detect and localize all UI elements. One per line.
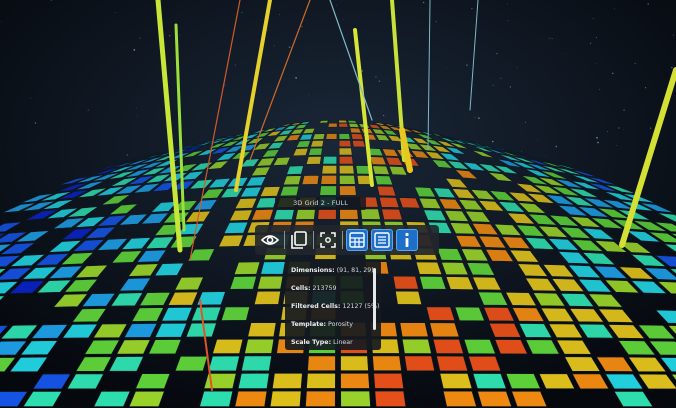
list-button[interactable] xyxy=(371,229,393,251)
well-path xyxy=(155,0,183,253)
duplicate-button[interactable] xyxy=(288,229,310,251)
toolbar-separator xyxy=(284,231,285,249)
dimensions-label: Dimensions: xyxy=(291,267,335,274)
grid-properties-button[interactable] xyxy=(346,229,368,251)
well-path xyxy=(234,0,272,192)
filtered-cells-row: Filtered Cells: 12127 (5%) xyxy=(291,302,379,320)
template-value: Porosity xyxy=(328,321,353,328)
filtered-cells-label: Filtered Cells: xyxy=(291,303,341,310)
grid-properties-icon xyxy=(349,232,365,248)
toolbar-separator xyxy=(313,231,314,249)
filtered-cells-value: 12127 (5%) xyxy=(342,303,380,310)
template-label: Template: xyxy=(291,321,327,328)
focus-button[interactable] xyxy=(317,229,339,251)
visibility-toggle-button[interactable] xyxy=(259,229,281,251)
well-path xyxy=(427,0,431,151)
dimensions-value: (91, 81, 29) xyxy=(336,267,374,274)
grid-cells xyxy=(0,119,676,407)
well-path xyxy=(619,67,676,248)
scale-type-label: Scale Type: xyxy=(291,339,332,346)
scale-type-row: Scale Type: Linear xyxy=(291,338,367,350)
template-row: Template: Porosity xyxy=(291,320,367,338)
well-trajectories xyxy=(155,0,676,391)
eye-icon xyxy=(261,235,279,245)
well-path xyxy=(469,0,479,111)
cells-row: Cells: 213759 xyxy=(291,284,367,302)
info-button[interactable] xyxy=(396,229,418,251)
well-path xyxy=(353,28,374,187)
list-icon xyxy=(374,232,390,248)
dimensions-row: Dimensions: (91, 81, 29) xyxy=(291,266,374,284)
well-path xyxy=(399,127,413,173)
copy-icon xyxy=(291,231,307,249)
grid-toolbar xyxy=(255,225,439,255)
focus-icon xyxy=(320,232,336,248)
well-path xyxy=(189,0,241,261)
grid-name-label: 3D Grid 2 - FULL xyxy=(275,197,366,210)
well-path xyxy=(199,299,213,391)
info-panel-scrollbar[interactable] xyxy=(373,268,376,330)
grid-info-panel: Dimensions: (91, 81, 29) Cells: 213759 F… xyxy=(285,260,381,350)
scale-type-value: Linear xyxy=(333,339,353,346)
info-icon xyxy=(405,232,409,247)
cells-label: Cells: xyxy=(291,285,311,292)
well-path xyxy=(174,23,186,232)
toolbar-separator xyxy=(342,231,343,249)
cells-value: 213759 xyxy=(312,285,337,292)
well-path xyxy=(249,0,311,161)
well-path xyxy=(329,0,373,121)
